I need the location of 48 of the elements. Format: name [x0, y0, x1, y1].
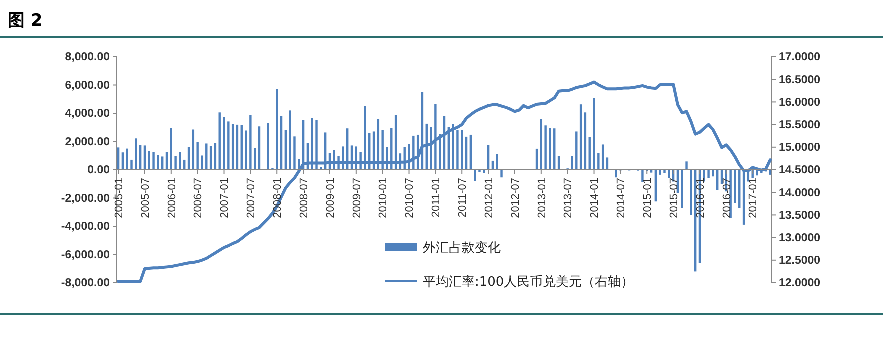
x-tick-label: 2012-07 — [510, 178, 522, 218]
y2-tick-label: 15.0000 — [779, 142, 821, 154]
x-tick-label: 2017-01 — [748, 178, 760, 218]
x-tick-label: 2010-01 — [378, 178, 390, 218]
x-tick-label: 2007-01 — [219, 178, 232, 218]
y-tick-label: -2,000.00 — [61, 192, 110, 205]
x-tick-label: 2012-01 — [483, 178, 496, 218]
y-tick-label: 2,000.00 — [65, 136, 110, 148]
x-tick-label: 2015-07 — [668, 178, 680, 218]
x-tick-label: 2011-01 — [430, 178, 443, 218]
chart-title: 图 2 — [8, 11, 43, 31]
legend-label: 外汇占款变化 — [423, 241, 501, 256]
y-tick-label: 8,000.00 — [65, 52, 110, 64]
y-tick-label: 4,000.00 — [65, 108, 110, 120]
y-tick-label: -8,000.00 — [61, 278, 110, 290]
x-tick-label: 2009-01 — [324, 178, 337, 218]
x-tick-label: 2013-07 — [562, 178, 575, 218]
x-tick-label: 2011-07 — [456, 178, 469, 218]
x-tick-label: 2005-01 — [113, 178, 126, 218]
x-tick-label: 2008-07 — [298, 178, 310, 218]
y2-tick-label: 14.5000 — [779, 164, 821, 177]
x-tick-label: 2015-01 — [642, 178, 654, 218]
y-tick-label: 0.00 — [88, 164, 110, 177]
x-tick-label: 2008-01 — [272, 178, 284, 218]
x-tick-label: 2016-07 — [721, 178, 734, 218]
y2-tick-label: 15.5000 — [779, 119, 821, 132]
x-tick-label: 2006-07 — [192, 178, 205, 218]
y2-tick-label: 16.5000 — [779, 74, 821, 86]
y2-tick-label: 12.0000 — [779, 278, 821, 290]
x-tick-label: 2014-01 — [589, 178, 602, 218]
y2-tick-label: 17.0000 — [779, 52, 821, 64]
y2-tick-label: 14.0000 — [779, 187, 821, 200]
y2-tick-label: 13.0000 — [779, 232, 821, 244]
x-tick-label: 2014-07 — [616, 178, 628, 218]
y-tick-label: -6,000.00 — [61, 249, 110, 262]
y-tick-label: -4,000.00 — [61, 221, 110, 234]
x-tick-label: 2013-01 — [536, 178, 548, 218]
y2-tick-label: 16.0000 — [779, 96, 821, 109]
y-tick-label: 6,000.00 — [65, 80, 110, 92]
y2-tick-label: 12.5000 — [779, 255, 821, 268]
y2-tick-label: 13.5000 — [779, 210, 821, 222]
x-tick-label: 2016-01 — [694, 178, 707, 218]
x-tick-label: 2009-07 — [351, 178, 364, 218]
x-tick-label: 2007-07 — [246, 178, 258, 218]
x-tick-label: 2010-07 — [404, 178, 416, 218]
x-tick-label: 2005-07 — [140, 178, 152, 218]
x-tick-label: 2006-01 — [166, 178, 178, 218]
legend-label: 平均汇率:100人民币兑美元（右轴） — [423, 274, 634, 290]
